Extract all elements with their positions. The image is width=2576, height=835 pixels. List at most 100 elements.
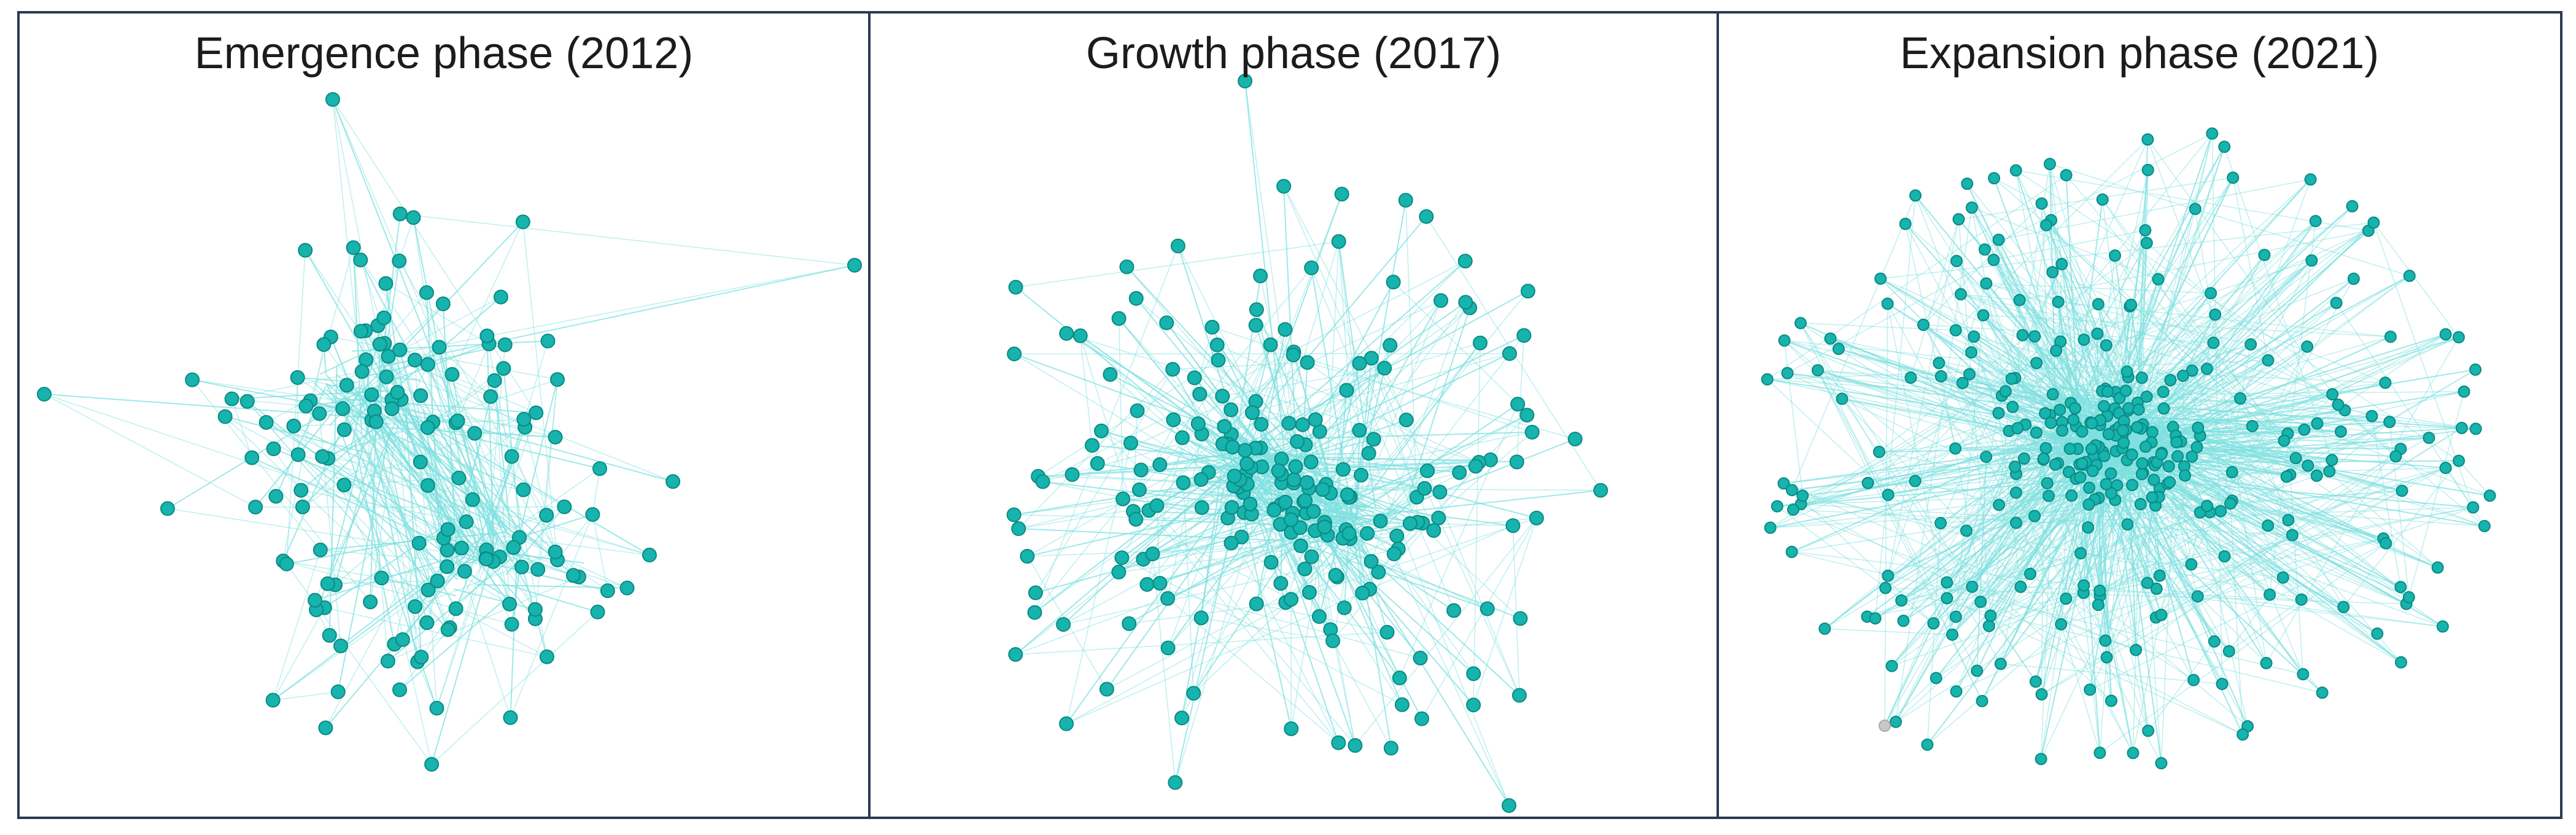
network-node <box>1811 364 1824 377</box>
network-edge <box>1405 200 1418 522</box>
network-node <box>1308 412 1323 427</box>
network-node <box>2371 627 2384 640</box>
network-edge <box>352 247 389 661</box>
network-node <box>1186 686 1201 701</box>
network-node <box>451 470 467 486</box>
network-node <box>516 411 532 427</box>
network-node <box>2120 365 2133 378</box>
network-node <box>1502 798 1516 813</box>
network-edge <box>1985 283 2149 731</box>
network-node <box>1399 412 1414 427</box>
network-node <box>1128 511 1144 527</box>
network-node <box>353 324 368 339</box>
network-edge <box>1311 267 1454 611</box>
network-edge <box>537 379 558 570</box>
network-node <box>1510 397 1526 412</box>
network-node <box>160 501 175 516</box>
network-edge <box>1956 260 2106 641</box>
network-edge <box>2001 391 2464 397</box>
network-edge <box>353 247 574 576</box>
network-node <box>1917 319 1930 332</box>
network-node <box>1949 610 1962 623</box>
network-node <box>457 564 472 579</box>
network-edge <box>1998 413 2022 587</box>
network-node <box>2298 423 2311 436</box>
network-edge <box>2000 177 2233 664</box>
network-node <box>333 638 349 653</box>
network-edge <box>1072 474 1348 495</box>
network-node <box>1992 233 2005 246</box>
network-node <box>2225 466 2238 479</box>
network-edge <box>1262 462 1421 659</box>
network-edge <box>332 99 520 538</box>
network-node <box>479 551 494 567</box>
network-node <box>1529 510 1544 526</box>
network-node <box>1505 518 1521 534</box>
network-node <box>2346 200 2359 212</box>
network-node <box>2121 518 2134 531</box>
network-edge <box>436 550 487 709</box>
network-node <box>2140 236 2153 249</box>
network-edge <box>1121 307 1470 559</box>
network-node <box>2311 417 2324 430</box>
network-edge <box>1193 470 1428 694</box>
network-node <box>487 373 502 388</box>
network-node <box>1414 711 1429 726</box>
network-node <box>1890 715 1903 728</box>
network-node <box>408 599 423 614</box>
network-edge <box>2224 146 2333 460</box>
network-node <box>1952 213 1965 226</box>
network-node <box>2077 333 2090 346</box>
network-node <box>1383 338 1398 353</box>
network-node <box>1781 367 1794 379</box>
network-edge <box>1121 423 1199 558</box>
network-edge <box>2050 220 2129 403</box>
network-edge <box>1787 372 2125 422</box>
network-edge <box>1015 241 1339 288</box>
network-edge <box>2096 464 2407 605</box>
network-node <box>414 650 429 665</box>
network-edge <box>1887 219 1960 576</box>
network-edge <box>1311 290 1529 557</box>
network-evolution-figure: Emergence phase (2012) Growth phase (201… <box>17 11 2562 819</box>
network-edge <box>1249 491 1513 527</box>
network-node <box>2146 425 2159 438</box>
network-edge <box>2108 254 2265 452</box>
network-edge <box>1101 430 1142 471</box>
network-edge <box>1216 344 1365 529</box>
network-node <box>2280 470 2293 483</box>
network-edge <box>1146 475 1235 585</box>
network-node <box>642 548 657 563</box>
network-node <box>1331 234 1346 249</box>
network-node <box>2098 449 2111 462</box>
network-node <box>2039 441 2052 454</box>
network-node <box>315 449 330 464</box>
network-edge <box>379 344 474 555</box>
network-node <box>440 522 456 537</box>
network-edge <box>225 416 449 631</box>
network-node <box>2101 385 2114 398</box>
network-node <box>1103 367 1118 382</box>
network-node <box>217 409 233 424</box>
network-node <box>379 369 394 384</box>
network-node <box>1286 348 1301 363</box>
network-edge <box>1884 428 2019 726</box>
network-edge <box>1993 177 2042 204</box>
network-edge <box>344 477 459 486</box>
network-node <box>2237 728 2249 741</box>
network-edge <box>1148 510 1339 744</box>
network-node <box>1317 519 1332 535</box>
network-edge <box>2160 435 2177 764</box>
network-node <box>1008 279 1023 295</box>
network-node <box>293 483 309 498</box>
network-edge <box>1885 414 2050 589</box>
network-edge <box>2041 203 2052 423</box>
network-edge <box>1421 518 1537 720</box>
network-node <box>320 576 335 591</box>
network-node <box>1520 284 1535 299</box>
network-node <box>1299 475 1314 491</box>
network-node <box>2119 384 2132 397</box>
network-node <box>665 474 681 489</box>
network-node <box>1480 601 1495 616</box>
network-node <box>2176 369 2189 382</box>
